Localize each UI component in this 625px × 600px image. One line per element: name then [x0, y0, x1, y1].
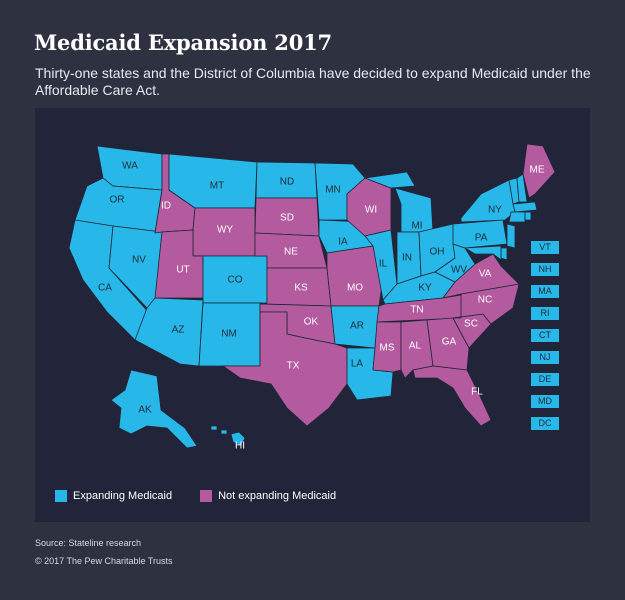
label-TN: TN [410, 305, 423, 316]
label-IL: IL [379, 259, 388, 270]
label-AZ: AZ [172, 325, 185, 336]
label-AR: AR [350, 321, 364, 332]
label-VA: VA [479, 269, 492, 280]
label-TX: TX [287, 361, 300, 372]
state-NY [460, 179, 516, 223]
state-CT [508, 211, 526, 223]
label-NV: NV [132, 255, 146, 266]
state-DE [500, 247, 508, 261]
small-state-box-de: DE [530, 372, 560, 387]
label-LA: LA [351, 359, 364, 370]
source-note: Source: Stateline research [35, 538, 142, 548]
label-ND: ND [280, 177, 294, 188]
label-GA: GA [442, 337, 457, 348]
state-GA [426, 317, 470, 371]
small-state-box-ri: RI [530, 306, 560, 321]
legend-swatch-expanding [55, 490, 67, 502]
label-PA: PA [475, 233, 488, 244]
label-IN: IN [402, 253, 412, 264]
state-FL [412, 365, 492, 427]
label-NC: NC [478, 295, 492, 306]
legend-item-expanding: Expanding Medicaid [55, 490, 172, 502]
small-state-box-dc: DC [530, 416, 560, 431]
label-UT: UT [176, 265, 189, 276]
label-WA: WA [122, 161, 138, 172]
label-FL: FL [471, 387, 483, 398]
label-MS: MS [380, 343, 395, 354]
label-ID: ID [161, 201, 171, 212]
state-NC [452, 283, 520, 325]
state-AZ [134, 297, 204, 367]
state-MD [464, 245, 502, 261]
label-MN: MN [325, 185, 341, 196]
small-states-list: VT NH MA RI CT NJ DE MD DC [530, 240, 560, 438]
small-state-box-nh: NH [530, 262, 560, 277]
label-WV: WV [451, 265, 467, 276]
label-CO: CO [228, 275, 243, 286]
label-IA: IA [338, 237, 348, 248]
state-HI [210, 425, 246, 447]
label-MI: MI [411, 221, 422, 232]
legend-label-expanding: Expanding Medicaid [73, 490, 173, 502]
label-WY: WY [217, 225, 233, 236]
copyright-note: © 2017 The Pew Charitable Trusts [35, 556, 173, 566]
state-NH [516, 173, 528, 203]
label-MT: MT [210, 181, 224, 192]
label-MO: MO [347, 283, 363, 294]
small-state-box-ct: CT [530, 328, 560, 343]
legend: Expanding Medicaid Not expanding Medicai… [55, 490, 364, 502]
map-panel: WA OR CA NV ID MT WY UT CO AZ NM ND SD N… [35, 108, 590, 522]
label-AK: AK [138, 405, 152, 416]
state-RI [524, 211, 532, 221]
label-OK: OK [304, 317, 319, 328]
us-map: WA OR CA NV ID MT WY UT CO AZ NM ND SD N… [68, 143, 556, 452]
label-OH: OH [430, 247, 445, 258]
label-KY: KY [418, 283, 432, 294]
label-NY: NY [488, 205, 502, 216]
label-OR: OR [110, 195, 125, 206]
legend-label-not-expanding: Not expanding Medicaid [218, 490, 337, 502]
label-NM: NM [221, 329, 237, 340]
state-VA [442, 253, 520, 299]
small-state-box-md: MD [530, 394, 560, 409]
label-CA: CA [98, 283, 112, 294]
state-ME [522, 143, 556, 199]
state-TX [222, 311, 348, 427]
page-subtitle: Thirty-one states and the District of Co… [35, 65, 591, 98]
label-WI: WI [365, 205, 377, 216]
label-KS: KS [294, 283, 308, 294]
small-state-box-nj: NJ [530, 350, 560, 365]
label-SD: SD [280, 213, 294, 224]
label-NE: NE [284, 247, 298, 258]
small-state-box-ma: MA [530, 284, 560, 299]
label-AL: AL [409, 341, 422, 352]
legend-item-not-expanding: Not expanding Medicaid [200, 490, 336, 502]
label-SC: SC [464, 319, 478, 330]
legend-swatch-not-expanding [200, 490, 213, 502]
state-AK [110, 369, 198, 449]
small-state-box-vt: VT [530, 240, 560, 255]
label-ME: ME [530, 165, 545, 176]
page-title: Medicaid Expansion 2017 [34, 30, 332, 55]
label-HI: HI [235, 441, 245, 452]
state-NJ [506, 223, 516, 249]
state-MA [512, 201, 538, 213]
